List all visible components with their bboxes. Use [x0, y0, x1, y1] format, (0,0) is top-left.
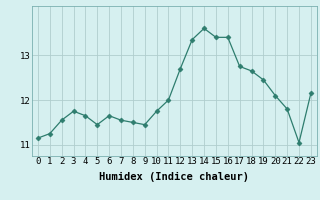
X-axis label: Humidex (Indice chaleur): Humidex (Indice chaleur) — [100, 172, 249, 182]
